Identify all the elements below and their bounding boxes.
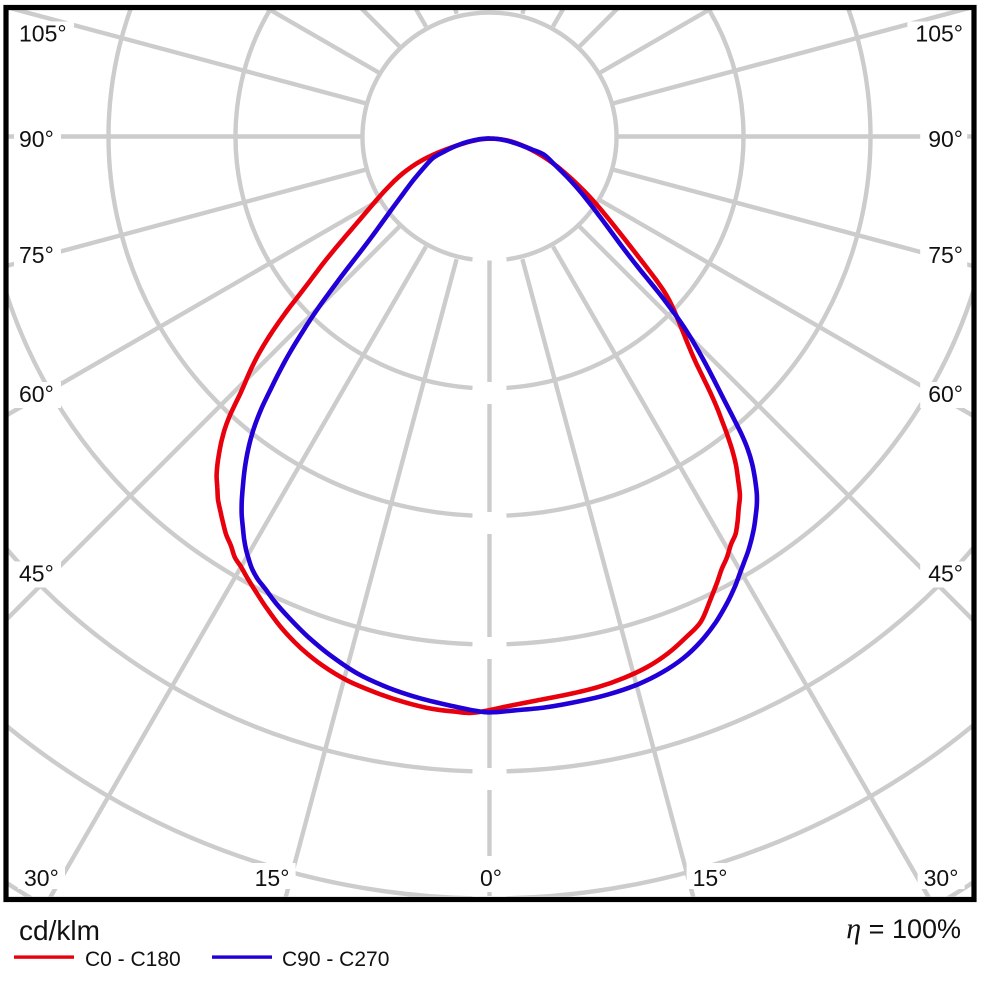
svg-text:η = 100%: η = 100% [846, 912, 961, 945]
svg-text:45°: 45° [19, 561, 54, 587]
svg-text:15°: 15° [255, 865, 290, 891]
svg-text:cd/klm: cd/klm [19, 915, 100, 946]
svg-text:75°: 75° [19, 242, 54, 268]
svg-text:105°: 105° [915, 21, 963, 47]
svg-text:105°: 105° [19, 21, 67, 47]
svg-text:60°: 60° [928, 381, 963, 407]
svg-text:60°: 60° [19, 381, 54, 407]
svg-text:45°: 45° [928, 561, 963, 587]
svg-text:30°: 30° [924, 865, 959, 891]
svg-text:15°: 15° [693, 865, 728, 891]
svg-text:C0 - C180: C0 - C180 [85, 948, 181, 971]
svg-text:30°: 30° [24, 865, 59, 891]
svg-text:90°: 90° [19, 126, 54, 152]
svg-text:0°: 0° [480, 865, 502, 891]
svg-text:C90 - C270: C90 - C270 [282, 948, 389, 971]
svg-text:75°: 75° [928, 242, 963, 268]
svg-text:90°: 90° [928, 126, 963, 152]
